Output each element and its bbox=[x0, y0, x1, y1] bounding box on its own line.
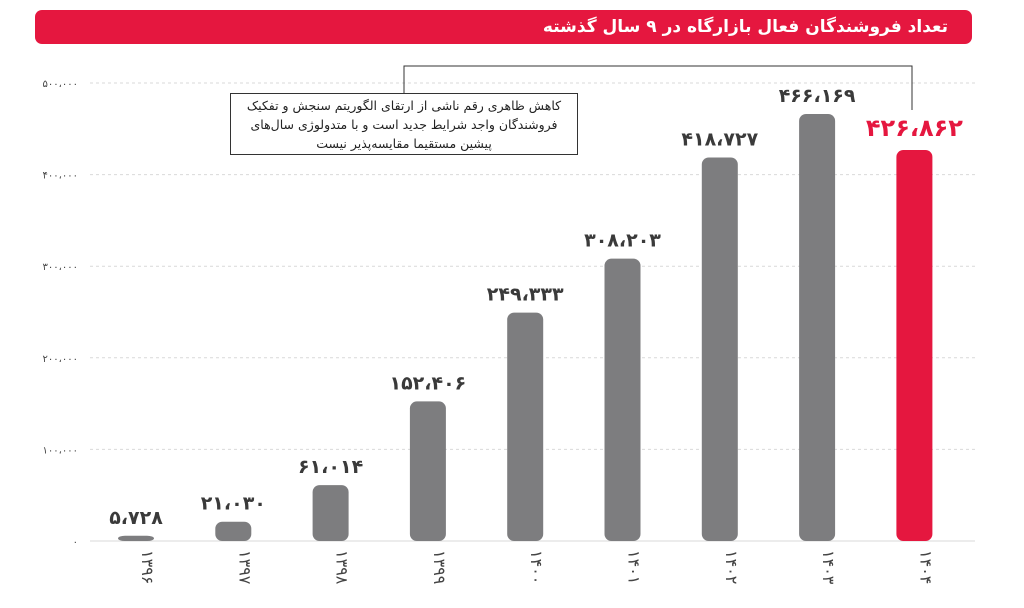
bar bbox=[215, 521, 252, 541]
y-tick-label: ۴۰۰،۰۰۰ bbox=[43, 171, 78, 182]
x-tick-label: ۱۴۰۳ bbox=[819, 550, 838, 585]
bar bbox=[701, 157, 738, 541]
x-tick-label: ۱۳۹۶ bbox=[138, 550, 157, 584]
bar bbox=[409, 401, 446, 541]
chart-title: تعداد فروشندگان فعال بازارگاه در ۹ سال گ… bbox=[542, 17, 948, 37]
bar bbox=[799, 113, 836, 541]
bar bbox=[118, 535, 154, 541]
annotation-note: کاهش ظاهری رقم ناشی از ارتقای الگوریتم س… bbox=[230, 93, 578, 155]
bar bbox=[312, 485, 349, 541]
y-tick-label: ۰ bbox=[73, 537, 78, 548]
bar-highlight bbox=[896, 149, 933, 541]
value-label: ۴۲۶،۸۶۲ bbox=[866, 114, 963, 142]
x-tick-label: ۱۴۰۰ bbox=[527, 550, 546, 584]
value-label: ۵،۷۲۸ bbox=[109, 507, 163, 529]
y-tick-label: ۵۰۰،۰۰۰ bbox=[43, 79, 78, 90]
y-tick-label: ۲۰۰،۰۰۰ bbox=[43, 354, 78, 365]
value-label: ۲۴۹،۳۳۳ bbox=[487, 284, 564, 306]
value-label: ۴۶۶،۱۶۹ bbox=[779, 85, 856, 107]
x-tick-label: ۱۴۰۲ bbox=[722, 550, 741, 584]
value-label: ۱۵۲،۴۰۶ bbox=[389, 372, 466, 394]
value-label: ۲۱،۰۳۰ bbox=[201, 493, 266, 515]
bar bbox=[507, 312, 544, 541]
value-label: ۶۱،۰۱۴ bbox=[298, 456, 363, 478]
title-banner: تعداد فروشندگان فعال بازارگاه در ۹ سال گ… bbox=[35, 10, 972, 44]
value-label: ۴۱۸،۷۲۷ bbox=[681, 128, 758, 150]
value-label: ۳۰۸،۲۰۳ bbox=[584, 230, 661, 252]
y-tick-label: ۱۰۰،۰۰۰ bbox=[43, 445, 78, 456]
x-tick-label: ۱۳۹۹ bbox=[430, 550, 449, 584]
x-tick-label: ۱۴۰۴ bbox=[916, 550, 935, 584]
x-tick-label: ۱۴۰۱ bbox=[625, 550, 644, 584]
annotation-connector bbox=[403, 65, 913, 110]
bar bbox=[604, 258, 641, 541]
x-tick-label: ۱۳۹۸ bbox=[333, 550, 352, 585]
y-tick-label: ۳۰۰،۰۰۰ bbox=[43, 262, 78, 273]
x-tick-label: ۱۳۹۷ bbox=[235, 550, 254, 585]
